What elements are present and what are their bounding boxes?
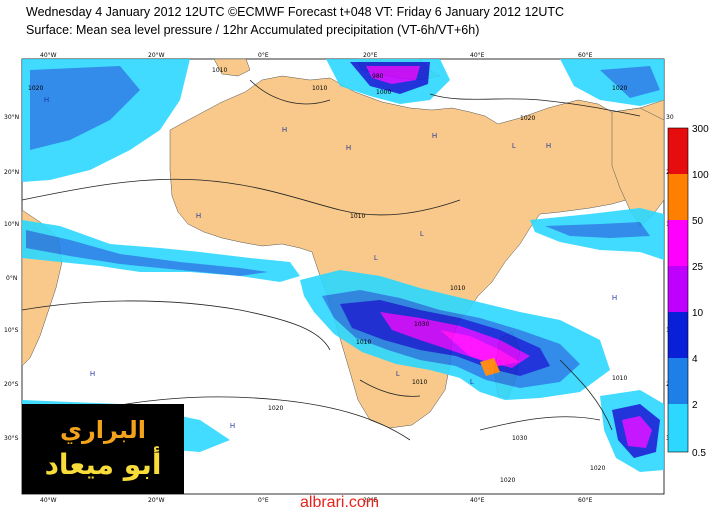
lon-label-top: 40°W — [40, 52, 57, 59]
lon-label-bottom: 20°E — [363, 497, 378, 504]
lat-label-left: 20°S — [4, 381, 19, 388]
legend-tick: 2 — [692, 400, 698, 411]
isobar-label: 1010 — [612, 375, 627, 382]
albrari-logo: البراري أبو ميعاد — [22, 404, 184, 494]
legend-tick: 50 — [692, 216, 704, 227]
lon-label-bottom: 0°E — [258, 497, 269, 504]
legend-swatch — [668, 404, 688, 452]
legend-tick: 10 — [692, 308, 704, 319]
isobar-label: 1010 — [356, 339, 371, 346]
high-pressure-mark: H — [546, 143, 551, 150]
high-pressure-mark: H — [44, 97, 49, 104]
lon-label-top: 20°E — [363, 52, 378, 59]
legend-swatch — [668, 136, 688, 174]
legend-swatch — [668, 266, 688, 312]
isobar-label: 1020 — [268, 405, 283, 412]
lon-label-top: 20°W — [148, 52, 165, 59]
forecast-title: Wednesday 4 January 2012 12UTC ©ECMWF Fo… — [26, 5, 565, 19]
low-pressure-mark: L — [420, 231, 424, 238]
isobar-label: 1020 — [500, 477, 515, 484]
isobar-label: 1020 — [590, 465, 605, 472]
low-pressure-mark: L — [374, 255, 378, 262]
isobar-labels: 1020 1030 1020 1010 1010 1030 1010 1010 … — [28, 67, 627, 484]
legend-tick: 25 — [692, 262, 704, 273]
low-pressure-mark: L — [396, 371, 400, 378]
lat-label-right: 30 — [666, 114, 674, 121]
legend-tick: 4 — [692, 354, 698, 365]
africa-landmass — [169, 75, 665, 429]
pressure-centres: H H H H H H H H H L L L L L — [44, 97, 617, 430]
lat-label-left: 10°N — [4, 221, 19, 228]
isobar-label: 1010 — [312, 85, 327, 92]
isobar-label: 1030 — [512, 435, 527, 442]
high-pressure-mark: H — [612, 295, 617, 302]
lat-label-left: 30°N — [4, 114, 19, 121]
legend-swatch — [668, 174, 688, 220]
isobar-label: 1020 — [612, 85, 627, 92]
isobar-label: 1010 — [450, 285, 465, 292]
isobar-label: 1010 — [212, 67, 227, 74]
isobar-label: 1030 — [414, 321, 429, 328]
low-pressure-mark: L — [470, 379, 474, 386]
lat-label-left: 20°N — [4, 169, 19, 176]
high-pressure-mark: H — [90, 371, 95, 378]
lon-label-top: 0°E — [258, 52, 269, 59]
legend-swatch — [668, 358, 688, 404]
high-pressure-mark: H — [196, 213, 201, 220]
legend-swatch — [668, 220, 688, 266]
legend-tick: 300 — [692, 124, 709, 135]
high-pressure-mark: H — [432, 133, 437, 140]
legend-tick: 100 — [692, 170, 709, 181]
lon-label-bottom: 60°E — [578, 497, 593, 504]
isobar-label: 1010 — [350, 213, 365, 220]
isobar-label: 980 — [372, 73, 384, 80]
precipitation-legend: 300 100 50 25 10 4 2 0.5 — [667, 124, 709, 459]
lon-label-top: 40°E — [470, 52, 485, 59]
low-pressure-mark: L — [512, 143, 516, 150]
lon-labels-top: 40°W 20°W 0°E 20°E 40°E 60°E — [40, 52, 593, 59]
europe-landmass — [213, 58, 251, 77]
legend-swatch — [668, 312, 688, 358]
precipitation — [22, 59, 664, 472]
lon-label-bottom: 20°W — [148, 497, 165, 504]
isobar-label: 1010 — [412, 379, 427, 386]
lat-label-left: 0°N — [6, 275, 17, 282]
isobar-label: 1020 — [28, 85, 43, 92]
forecast-subtitle: Surface: Mean sea level pressure / 12hr … — [26, 23, 480, 37]
high-pressure-mark: H — [230, 423, 235, 430]
isobar-label: 1020 — [520, 115, 535, 122]
logo-text-line2: أبو ميعاد — [44, 448, 162, 481]
lat-label-left: 10°S — [4, 327, 19, 334]
lon-label-bottom: 40°E — [470, 497, 485, 504]
lat-labels-left: 30°N 20°N 10°N 0°N 10°S 20°S 30°S — [4, 114, 19, 442]
site-watermark: albrari.com — [300, 494, 380, 511]
lat-label-left: 30°S — [4, 435, 19, 442]
legend-tick: 0.5 — [692, 448, 706, 459]
isobar-label: 1000 — [376, 89, 391, 96]
high-pressure-mark: H — [346, 145, 351, 152]
high-pressure-mark: H — [282, 127, 287, 134]
lon-labels-bottom: 40°W 20°W 0°E 20°E 40°E 60°E — [40, 497, 593, 504]
logo-text-line1: البراري — [59, 416, 146, 444]
lon-label-bottom: 40°W — [40, 497, 57, 504]
lon-label-top: 60°E — [578, 52, 593, 59]
legend-swatch — [668, 128, 688, 136]
